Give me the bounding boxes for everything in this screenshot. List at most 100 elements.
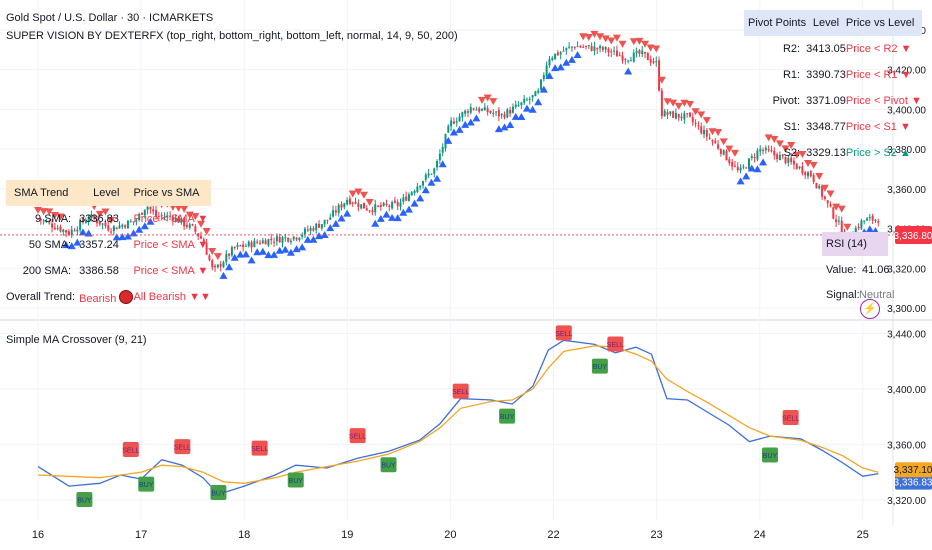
sma-header-status: Price vs SMA bbox=[133, 187, 200, 199]
bull-marker-triangle bbox=[416, 194, 425, 202]
candle-body bbox=[163, 217, 166, 219]
candle-body bbox=[534, 91, 537, 97]
candle-body bbox=[868, 217, 871, 219]
bull-marker-triangle bbox=[73, 238, 82, 246]
candle-body bbox=[391, 202, 394, 209]
sell-signal-label: SELL bbox=[251, 446, 268, 453]
candle-body bbox=[795, 164, 798, 170]
candle-body bbox=[506, 109, 509, 118]
candle-body bbox=[517, 105, 520, 107]
candle-body bbox=[641, 50, 644, 55]
bull-marker-triangle bbox=[399, 208, 408, 216]
candle-body bbox=[205, 243, 208, 255]
candle-body bbox=[514, 104, 517, 107]
bear-marker-triangle bbox=[590, 30, 599, 38]
bull-marker-triangle bbox=[500, 123, 509, 131]
buy-signal-badge bbox=[591, 358, 608, 374]
bear-marker-triangle bbox=[691, 108, 700, 116]
candle-body bbox=[683, 113, 686, 120]
bear-marker-triangle bbox=[348, 190, 357, 198]
candle-body bbox=[228, 253, 231, 256]
candle-body bbox=[157, 215, 160, 217]
bear-marker-triangle bbox=[730, 149, 739, 157]
bear-marker-triangle bbox=[601, 35, 610, 43]
rsi-title: RSI (14) bbox=[826, 238, 867, 250]
price-axis-tick-label: 3,440.00 bbox=[887, 26, 926, 37]
bull-marker-triangle bbox=[517, 113, 526, 121]
bull-marker-triangle bbox=[404, 205, 413, 213]
bear-marker-triangle bbox=[809, 161, 818, 169]
rsi-table bbox=[822, 232, 888, 256]
candle-body bbox=[503, 114, 506, 118]
candle-body bbox=[511, 106, 514, 113]
candle-body bbox=[764, 147, 767, 151]
candle-body bbox=[556, 52, 559, 56]
candle-body bbox=[436, 161, 439, 168]
candle-body bbox=[244, 245, 247, 247]
bear-marker-triangle bbox=[843, 223, 852, 231]
pivot-row-pivot: Pivot: 3371.09 Price < Pivot ▼ bbox=[744, 88, 922, 114]
bear-marker-triangle bbox=[725, 145, 734, 153]
candle-body bbox=[301, 234, 304, 237]
candle-body bbox=[551, 58, 554, 61]
candle-body bbox=[143, 209, 146, 216]
candle-body bbox=[427, 173, 430, 176]
candle-body bbox=[646, 52, 649, 61]
bear-marker-triangle bbox=[708, 128, 717, 136]
candle-body bbox=[329, 217, 332, 220]
time-axis-tick-label: 20 bbox=[444, 529, 456, 541]
candle-body bbox=[298, 237, 301, 240]
candle-body bbox=[618, 55, 621, 57]
bull-marker-triangle bbox=[337, 214, 346, 222]
candle-body bbox=[809, 171, 812, 177]
candle-body bbox=[379, 205, 382, 208]
candle-body bbox=[413, 190, 416, 194]
candle-body bbox=[107, 225, 110, 231]
ma-crossover-legend[interactable]: Simple MA Crossover (9, 21) bbox=[6, 334, 147, 346]
candle-body bbox=[629, 60, 632, 62]
candle-body bbox=[110, 231, 113, 233]
candle-body bbox=[309, 227, 312, 231]
pivot-row-r1: R1: 3390.73 Price < R1 ▼ bbox=[744, 62, 922, 88]
candle-body bbox=[183, 217, 186, 227]
indicator-legend[interactable]: SUPER VISION BY DEXTERFX (top_right, bot… bbox=[6, 30, 458, 42]
candle-body bbox=[242, 244, 245, 248]
candle-body bbox=[663, 110, 666, 117]
bear-marker-triangle bbox=[90, 203, 99, 211]
candle-body bbox=[694, 123, 697, 125]
bull-marker-triangle bbox=[567, 55, 576, 63]
pivot-header-name: Pivot Points bbox=[748, 17, 807, 29]
candle-body bbox=[410, 192, 413, 196]
lightning-icon[interactable]: ⚡ bbox=[860, 299, 880, 319]
candle-body bbox=[211, 260, 214, 268]
candle-body bbox=[717, 144, 720, 149]
price-pane bbox=[0, 30, 893, 279]
candle-body bbox=[562, 50, 565, 52]
bull-marker-triangle bbox=[112, 233, 121, 241]
bull-marker-triangle bbox=[298, 243, 307, 251]
candle-body bbox=[84, 221, 87, 224]
bull-marker-triangle bbox=[433, 174, 442, 182]
buy-signal-label: BUY bbox=[500, 414, 515, 421]
sma-status: Price < SMA ▼ bbox=[133, 213, 209, 225]
candle-body bbox=[658, 60, 661, 91]
candle-body bbox=[343, 203, 346, 208]
candle-body bbox=[214, 265, 217, 268]
bear-marker-triangle bbox=[663, 98, 672, 106]
candle-body bbox=[725, 150, 728, 161]
candle-body bbox=[104, 222, 107, 227]
overall-trend-status: All Bearish ▼▼ bbox=[133, 291, 211, 303]
candle-body bbox=[365, 208, 368, 211]
bull-marker-triangle bbox=[67, 242, 76, 250]
candle-body bbox=[688, 112, 691, 117]
sell-signal-label: SELL bbox=[452, 389, 469, 396]
candle-body bbox=[607, 48, 610, 53]
pivot-name: S1: bbox=[783, 121, 801, 133]
bear-marker-triangle bbox=[359, 191, 368, 199]
bear-marker-triangle bbox=[365, 198, 374, 206]
bull-marker-triangle bbox=[421, 186, 430, 194]
candle-body bbox=[202, 239, 205, 244]
candle-body bbox=[818, 185, 821, 189]
bear-marker-triangle bbox=[792, 151, 801, 159]
